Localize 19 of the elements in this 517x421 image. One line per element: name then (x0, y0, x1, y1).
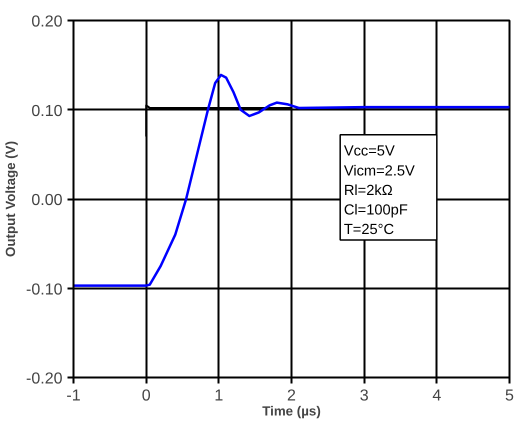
annotation: Vicm=2.5V (344, 163, 416, 180)
x-tick-label: 2 (287, 388, 296, 404)
y-tick-label: 0.00 (31, 192, 63, 209)
annotation: Rl=2kΩ (344, 182, 393, 199)
y-tick-label: 0.10 (31, 102, 63, 120)
annotation: T=25°C (344, 222, 394, 238)
y-tick-label: -0.20 (26, 370, 63, 388)
x-tick-label: 4 (432, 388, 442, 404)
x-tick-label: 0 (142, 388, 151, 404)
x-tick-label: 1 (214, 388, 224, 404)
y-tick-label: 0.20 (31, 14, 63, 30)
x-tick-label: 3 (360, 388, 369, 404)
y-axis-title: Output Voltage (V) (3, 140, 18, 257)
x-axis-title: Time (µs) (262, 404, 321, 418)
x-tick-label: 5 (505, 388, 514, 404)
annotation: Vcc=5V (344, 144, 395, 160)
annotation: Cl=100pF (344, 202, 408, 219)
x-tick-label: -1 (66, 388, 81, 404)
y-tick-label: -0.10 (26, 281, 63, 298)
